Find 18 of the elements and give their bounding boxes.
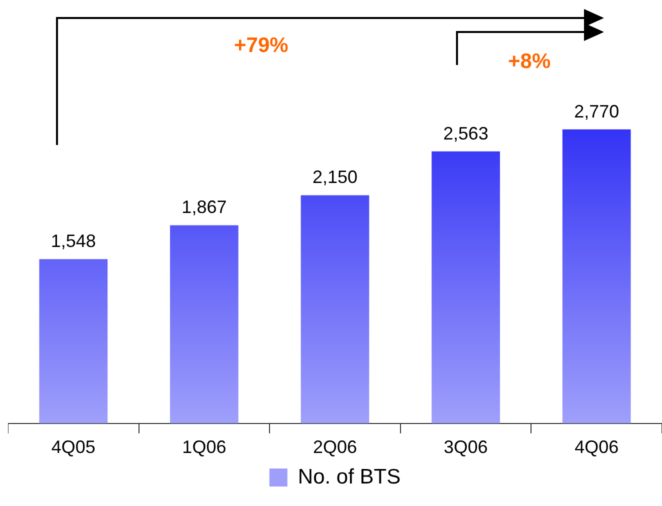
bar bbox=[170, 225, 238, 424]
x-tick-label: 3Q06 bbox=[444, 437, 488, 458]
text: +79% bbox=[234, 34, 288, 58]
legend-label: No. of BTS bbox=[298, 465, 401, 488]
data-label: 2,770 bbox=[574, 101, 620, 122]
bar bbox=[562, 129, 631, 424]
x-tick-label: 4Q06 bbox=[574, 437, 619, 458]
bar bbox=[300, 195, 370, 424]
text: +8% bbox=[508, 50, 551, 74]
x-tick-label: 1Q06 bbox=[182, 437, 226, 458]
x-tick-label: 2Q06 bbox=[312, 437, 358, 458]
data-label: 2,150 bbox=[312, 167, 358, 188]
data-label: 1,867 bbox=[182, 197, 227, 218]
bar bbox=[39, 259, 108, 424]
data-label: 2,563 bbox=[443, 123, 488, 144]
x-tick-label: 4Q05 bbox=[51, 437, 96, 458]
data-label: 1,548 bbox=[50, 231, 96, 252]
bar bbox=[432, 151, 500, 424]
